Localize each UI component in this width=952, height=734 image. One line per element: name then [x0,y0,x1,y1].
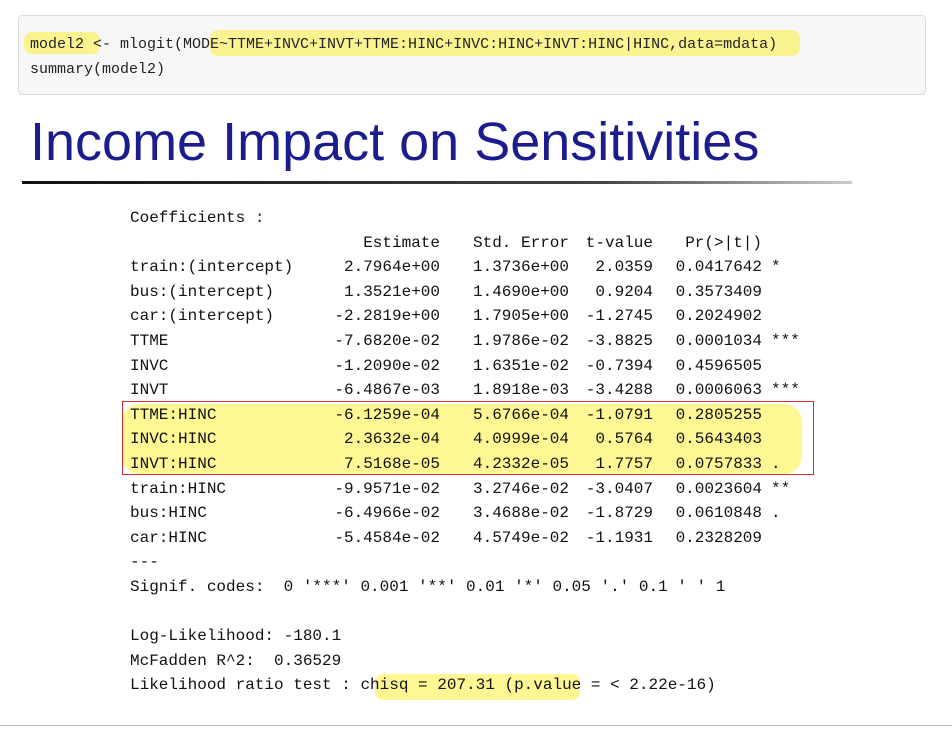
cell: 7.5168e-05 [343,455,440,473]
signif-star: *** [771,332,800,350]
highlight [24,32,100,54]
cell: -2.2819e+00 [334,307,440,326]
cell: 0.2805255 [675,405,762,424]
row-label: INVC [130,356,169,375]
cell: -1.0791 [585,405,653,424]
cell: 0.0001034 [675,332,762,350]
stat-line: Likelihood ratio test : chisq = 207.31 (… [130,676,716,695]
highlight [375,674,580,700]
row-label: INVC:HINC [130,430,217,449]
cell: -5.4584e-02 [334,528,440,547]
heading: Coefficients : [130,209,265,227]
cell: 0.0006063 [675,381,762,400]
code-line: model2 <- mlogit(MODE~TTME+INVC+INVT+TTM… [30,36,778,53]
stat-line: McFadden R^2: 0.36529 [130,651,342,670]
cell: 0.0417642 [675,258,762,277]
signif-star: . [771,504,781,523]
cell: -9.9571e-02 [334,479,440,498]
cell: -7.6820e-02 [334,332,440,350]
row-label: car:(intercept) [130,307,275,326]
row-label: bus:(intercept) [130,282,275,301]
cell: 2.3632e-04 [343,430,440,449]
cell: -1.2745 [585,307,653,326]
row-label: INVT [130,381,169,400]
column-header: t-value [585,233,653,252]
cell: 0.0610848 [675,504,762,523]
cell: 1.3521e+00 [343,282,440,301]
cell: -3.4288 [585,381,653,400]
cell: 5.6766e-04 [472,405,569,424]
cell: 4.2332e-05 [472,455,569,473]
cell: 2.0359 [595,258,653,277]
signif-star: *** [771,381,800,400]
cell: 1.7757 [595,455,653,473]
highlight [122,404,802,474]
cell: 0.5643403 [675,430,762,449]
cell: 1.8918e-03 [472,381,569,400]
title-rule [22,181,852,184]
cell: -1.2090e-02 [334,356,440,375]
cell: 0.2328209 [675,528,762,547]
highlight [210,30,800,56]
row-label: bus:HINC [130,504,207,523]
signif-star: . [771,455,781,473]
highlight-box [122,401,814,475]
cell: 4.0999e-04 [472,430,569,449]
cell: 4.5749e-02 [472,528,569,547]
cell: -6.4966e-02 [334,504,440,523]
cell: 0.0757833 [675,455,762,473]
signif-codes: Signif. codes: 0 '***' 0.001 '**' 0.01 '… [130,578,726,596]
cell: 1.9786e-02 [472,332,569,350]
cell: 0.9204 [595,282,653,301]
signif-star: ** [771,479,791,498]
cell: 0.4596505 [675,356,762,375]
column-header: Estimate [363,233,440,252]
cell: 1.4690e+00 [472,282,569,301]
cell: 0.3573409 [675,282,762,301]
cell: 2.7964e+00 [343,258,440,277]
row-label: train:(intercept) [130,258,294,277]
row-label: INVT:HINC [130,455,217,473]
cell: 3.2746e-02 [472,479,569,498]
cell: -3.8825 [585,332,653,350]
stat-line: Log-Likelihood: -180.1 [130,627,342,646]
cell: 0.5764 [595,430,653,449]
cell: -6.1259e-04 [334,405,440,424]
cell: -0.7394 [585,356,653,375]
cell: -6.4867e-03 [334,381,440,400]
cell: 1.6351e-02 [472,356,569,375]
row-label: car:HINC [130,528,207,547]
cell: -1.8729 [585,504,653,523]
bottom-rule [0,725,952,726]
cell: 1.3736e+00 [472,258,569,277]
column-header: Std. Error [472,233,569,252]
cell: 1.7905e+00 [472,307,569,326]
separator: --- [130,553,159,572]
slide-title: Income Impact on Sensitivities [30,112,760,172]
row-label: TTME:HINC [130,405,217,424]
column-header: Pr(>|t|) [685,233,762,252]
code-line: summary(model2) [30,61,166,78]
row-label: train:HINC [130,479,227,498]
signif-star: * [771,258,781,277]
cell: 0.2024902 [675,307,762,326]
cell: -3.0407 [585,479,653,498]
cell: -1.1931 [585,528,653,547]
cell: 3.4688e-02 [472,504,569,523]
row-label: TTME [130,332,169,350]
cell: 0.0023604 [675,479,762,498]
